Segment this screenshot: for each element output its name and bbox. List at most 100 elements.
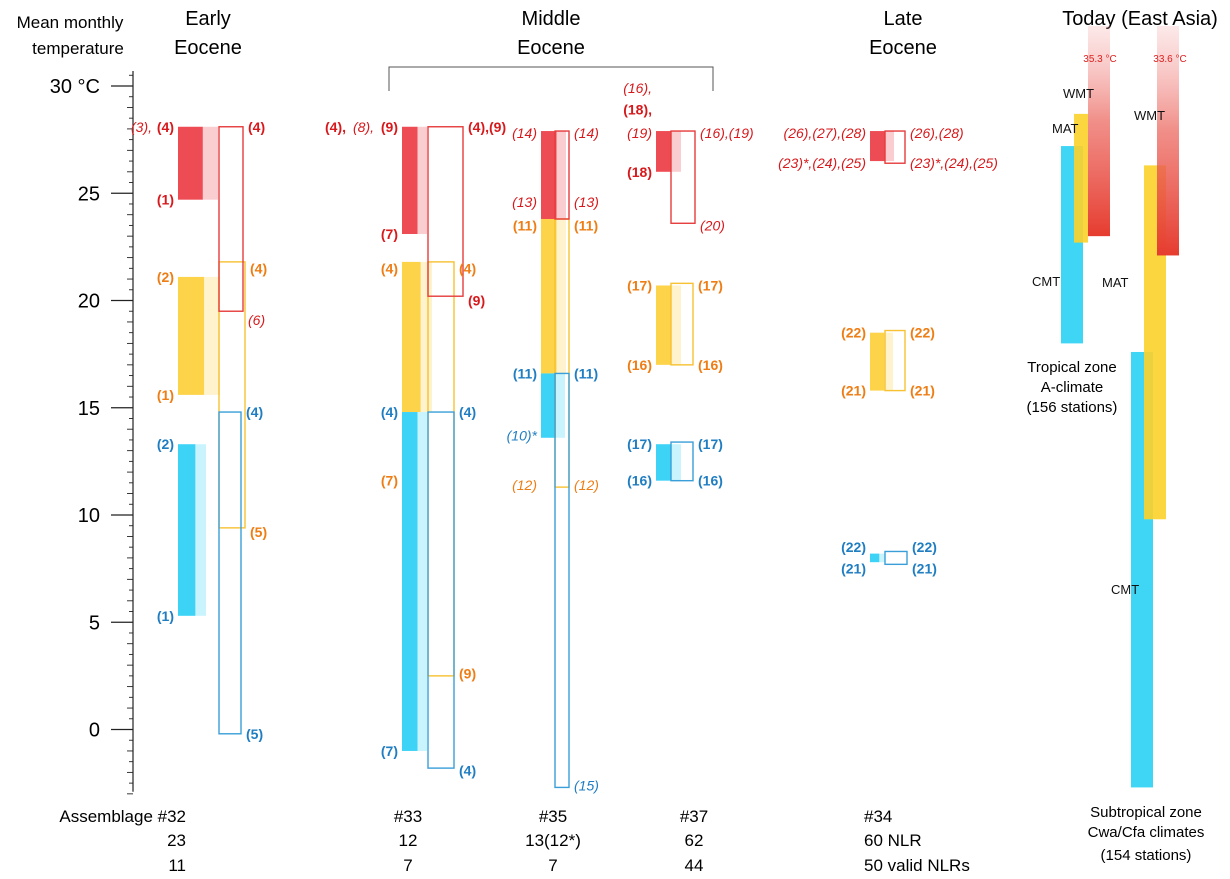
footer-valid-35: 7 bbox=[548, 856, 557, 875]
bar-annotation: (2) bbox=[157, 436, 174, 452]
today-wmt-bar bbox=[1157, 25, 1179, 256]
y-axis-title-line2: temperature bbox=[32, 39, 124, 58]
today-bar-name: CMT bbox=[1111, 582, 1139, 597]
bar-annotation: (4) bbox=[459, 260, 476, 276]
footer-count-35: 13(12*) bbox=[525, 831, 581, 850]
period-early-label: Early bbox=[185, 8, 231, 30]
bar-annotation: (5) bbox=[246, 726, 263, 742]
bar-annotation: (16) bbox=[627, 473, 652, 489]
bar-annotation: (1) bbox=[157, 608, 174, 624]
today-zone-0: 35.3 °C bbox=[1061, 25, 1117, 344]
warm-filled-bar-fade bbox=[556, 131, 566, 219]
bar-annotation: (4) bbox=[248, 119, 265, 135]
bar-annotation: (7) bbox=[381, 743, 398, 759]
cold-filled-bar bbox=[541, 373, 556, 438]
warm-filled-bar-fade bbox=[671, 131, 681, 172]
today-bar-name: MAT bbox=[1052, 121, 1079, 136]
labels-35: (14) (14) (13) (13) (11) (11) (12) (12) (11) (11)… bbox=[507, 125, 599, 793]
footer-count-37: 62 bbox=[685, 831, 704, 850]
assemblage-32 bbox=[178, 126, 246, 735]
bar-annotation: (17) bbox=[627, 277, 652, 293]
tropical-climate-label: A-climate bbox=[1041, 379, 1104, 396]
bar-annotation: (12) bbox=[512, 477, 537, 493]
bar-annotation: (22) bbox=[912, 539, 937, 555]
warm-filled-bar bbox=[541, 131, 557, 219]
y-axis-title-line1: Mean monthly bbox=[17, 13, 124, 32]
today-mat-bar bbox=[1074, 113, 1088, 243]
y-tick-label: 0 bbox=[89, 720, 100, 742]
assemblage-labels: (3), (4) (4) (1) (6) (4) (2) (1) (5) (4) (2) (1) (5)… bbox=[131, 80, 998, 793]
bar-annotation: (11) bbox=[513, 217, 537, 233]
bar-annotation: (12) bbox=[574, 477, 599, 493]
bar-annotation: (22) bbox=[910, 325, 935, 341]
tropical-stations-label: (156 stations) bbox=[1027, 399, 1118, 416]
y-tick-label: 25 bbox=[78, 183, 100, 205]
footer-count-33: 12 bbox=[399, 831, 418, 850]
mean-filled-bar bbox=[656, 285, 672, 365]
cold-outline-bar bbox=[427, 411, 455, 769]
labels-34: (26),(27),(28) (26),(28) (23)*,(24),(25) (2… bbox=[778, 125, 998, 576]
footer-assemblage-37: #37 bbox=[680, 807, 708, 826]
bar-annotation: (23)*,(24),(25) bbox=[778, 155, 866, 171]
bar-annotation: (4) bbox=[459, 762, 476, 778]
mean-filled-bar-fade bbox=[556, 218, 566, 374]
bar-annotation: (22) bbox=[841, 539, 866, 555]
bar-annotation: (21) bbox=[910, 383, 935, 399]
subtropical-zone-label: Subtropical zone bbox=[1090, 804, 1202, 821]
bar-annotation: (4), bbox=[325, 119, 346, 135]
y-tick-label: 5 bbox=[89, 612, 100, 634]
bar-annotation: (16) bbox=[698, 357, 723, 373]
today-bar-name: WMT bbox=[1063, 86, 1094, 101]
subtropical-climate-label: Cwa/Cfa climates bbox=[1088, 824, 1205, 841]
cold-outline-bar bbox=[884, 550, 908, 566]
labels-37: (16), (18), (19) (16),(19) (18) (20) (17) (17) (… bbox=[623, 80, 753, 489]
mean-outline-bar bbox=[218, 261, 246, 529]
labels-33: (4), (8), (9) (4),(9) (7) (9) (4) (4) (7) (9) (4) (… bbox=[325, 119, 506, 779]
mean-filled-bar bbox=[870, 332, 885, 391]
mean-filled-bar-fade bbox=[420, 261, 432, 413]
assemblage-bars bbox=[178, 126, 908, 789]
bar-annotation: (4) bbox=[246, 404, 263, 420]
warm-filled-bar-fade bbox=[202, 126, 218, 200]
mean-filled-bar bbox=[178, 276, 205, 395]
bar-annotation: (4) bbox=[157, 119, 174, 135]
bar-annotation: (20) bbox=[700, 217, 725, 233]
cold-outline-bar bbox=[670, 441, 694, 482]
warm-outline-bar bbox=[884, 130, 906, 164]
mean-outline-bar bbox=[884, 329, 906, 392]
mean-outline-bar bbox=[670, 282, 694, 366]
warm-filled-bar bbox=[178, 126, 203, 200]
y-tick-label: 20 bbox=[78, 291, 100, 313]
warm-filled-bar-fade bbox=[884, 131, 894, 162]
bar-annotation: (3), bbox=[131, 119, 152, 135]
today-max-label: 35.3 °C bbox=[1083, 54, 1116, 65]
bar-annotation: (8), bbox=[353, 119, 374, 135]
bar-annotation: (4) bbox=[459, 404, 476, 420]
bar-annotation: (16) bbox=[698, 473, 723, 489]
y-tick-label: 30 °C bbox=[50, 76, 100, 98]
footer-valid-33: 7 bbox=[403, 856, 412, 875]
warm-filled-bar bbox=[656, 131, 672, 172]
today-bar-name: WMT bbox=[1134, 108, 1165, 123]
bar-annotation: (14) bbox=[512, 125, 537, 141]
bar-annotation: (6) bbox=[248, 312, 265, 328]
y-axis: 30 °C 25 20 15 10 5 0 bbox=[50, 70, 134, 795]
bar-annotation: (11) bbox=[513, 365, 537, 381]
footer-count-32: 23 bbox=[167, 831, 186, 850]
bar-annotation: (10)* bbox=[507, 428, 538, 444]
mean-filled-bar-fade bbox=[671, 285, 681, 365]
cold-filled-bar-fade bbox=[671, 444, 681, 481]
bar-annotation: (4) bbox=[381, 404, 398, 420]
bar-annotation: (5) bbox=[250, 524, 267, 540]
today-max-label: 33.6 °C bbox=[1153, 54, 1186, 65]
middle-eocene-bracket bbox=[388, 66, 714, 91]
bar-annotation: (26),(28) bbox=[910, 125, 964, 141]
mean-filled-bar-fade bbox=[204, 276, 220, 395]
cold-filled-bar-fade bbox=[195, 444, 206, 616]
bar-annotation: (9) bbox=[459, 666, 476, 682]
bar-annotation: (26),(27),(28) bbox=[784, 125, 866, 141]
footer-count-34: 60 NLR bbox=[864, 831, 922, 850]
warm-outline-bar bbox=[427, 126, 464, 297]
y-tick-label: 10 bbox=[78, 505, 100, 527]
